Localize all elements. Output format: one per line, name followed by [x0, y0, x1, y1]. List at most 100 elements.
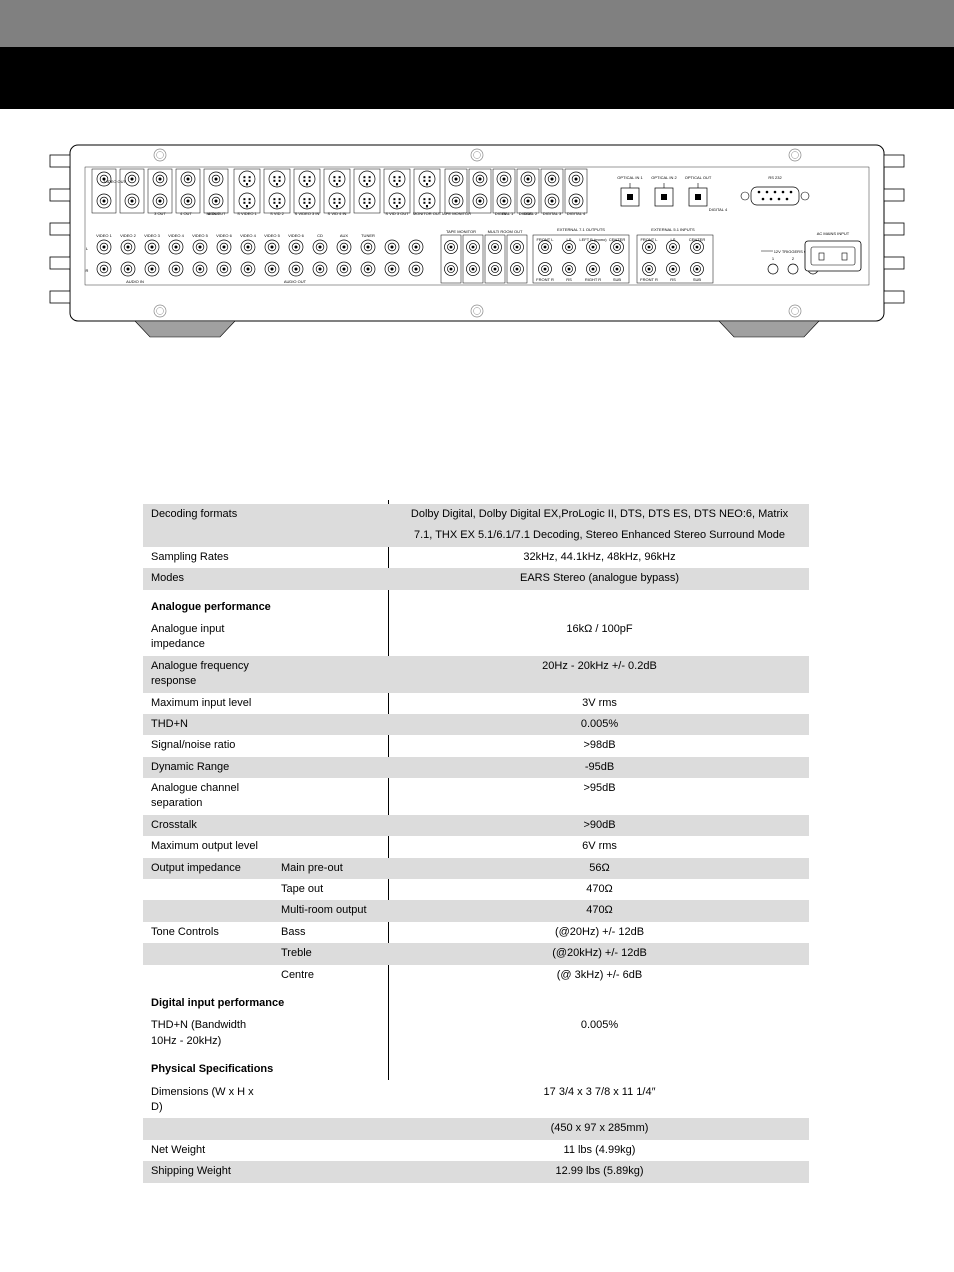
spec-sublabel [273, 714, 388, 735]
svg-text:TUNER: TUNER [361, 233, 375, 238]
spec-label [143, 525, 273, 546]
spec-row: 7.1, THX EX 5.1/6.1/7.1 Decoding, Stereo… [143, 525, 809, 546]
svg-text:VIDEO 3: VIDEO 3 [144, 233, 161, 238]
spec-value: EARS Stereo (analogue bypass) [388, 568, 809, 589]
spec-sublabel: Centre [273, 965, 388, 986]
svg-text:OPTICAL OUT: OPTICAL OUT [685, 175, 712, 180]
svg-text:VIDEO 5: VIDEO 5 [192, 233, 209, 238]
spec-label [143, 900, 273, 921]
svg-text:EXTERNAL 5.1 INPUTS: EXTERNAL 5.1 INPUTS [651, 227, 695, 232]
spec-label: Tone Controls [143, 922, 273, 943]
spec-sublabel [273, 735, 388, 756]
svg-text:LEFT B (mono): LEFT B (mono) [579, 237, 607, 242]
spec-label: Dynamic Range [143, 757, 273, 778]
spec-sublabel: Bass [273, 922, 388, 943]
spec-value: 32kHz, 44.1kHz, 48kHz, 96kHz [388, 547, 809, 568]
spec-label: Analogue channel separation [143, 778, 273, 815]
spec-sublabel [273, 504, 388, 525]
svg-text:MONITOR OUT: MONITOR OUT [413, 211, 442, 216]
spec-sublabel [273, 568, 388, 589]
spec-label: Output impedance [143, 858, 273, 879]
svg-text:LS: LS [671, 237, 676, 242]
spec-row: Dynamic Range -95dB [143, 757, 809, 778]
spec-value: (@ 3kHz) +/- 6dB [388, 965, 809, 986]
spec-section-header: Analogue performance [143, 590, 809, 619]
spec-label: Decoding formats [143, 504, 273, 525]
header-black-bar [0, 47, 954, 109]
svg-text:DIGITAL 2: DIGITAL 2 [519, 211, 538, 216]
svg-text:RIGHT R: RIGHT R [585, 277, 601, 282]
rear-panel-diagram-wrap: VIDEO OUT4 OUT6 OUT3 OUTMON OUTS VIDEO 1… [0, 109, 954, 369]
svg-text:LS: LS [567, 237, 572, 242]
spec-sublabel [273, 1015, 388, 1052]
spec-label: Sampling Rates [143, 547, 273, 568]
spec-label: Analogue input impedance [143, 619, 273, 656]
spec-label: Signal/noise ratio [143, 735, 273, 756]
spec-sublabel: Treble [273, 943, 388, 964]
spec-label: THD+N [143, 714, 273, 735]
spec-sublabel: Tape out [273, 879, 388, 900]
spec-value: (@20kHz) +/- 12dB [388, 943, 809, 964]
spec-sublabel [273, 1140, 388, 1161]
spec-row: Analogue frequency response20Hz - 20kHz … [143, 656, 809, 693]
spec-row: Analogue channel separation >95dB [143, 778, 809, 815]
spec-label: Dimensions (W x H x D) [143, 1082, 273, 1119]
spec-row: Multi-room output470Ω [143, 900, 809, 921]
spec-sublabel [273, 693, 388, 714]
svg-text:R: R [86, 268, 89, 273]
spec-row: Maximum input level3V rms [143, 693, 809, 714]
spec-row: Digital input performance [143, 986, 809, 1015]
svg-text:VIDEO 1: VIDEO 1 [96, 233, 113, 238]
svg-text:OPTICAL IN 2: OPTICAL IN 2 [651, 175, 677, 180]
svg-text:DIGITAL 4: DIGITAL 4 [709, 207, 728, 212]
spec-row: Crosstalk >90dB [143, 815, 809, 836]
spec-sublabel [273, 656, 388, 693]
svg-text:MON OUT: MON OUT [207, 211, 226, 216]
spec-label: Maximum input level [143, 693, 273, 714]
svg-text:VIDEO 2: VIDEO 2 [120, 233, 137, 238]
spec-value: (@20Hz) +/- 12dB [388, 922, 809, 943]
spec-sublabel: Main pre-out [273, 858, 388, 879]
spec-value: 7.1, THX EX 5.1/6.1/7.1 Decoding, Stereo… [388, 525, 809, 546]
spec-sublabel [273, 1161, 388, 1182]
spec-label: Crosstalk [143, 815, 273, 836]
spec-sublabel [273, 1118, 388, 1139]
spec-value: >90dB [388, 815, 809, 836]
spec-row: Analogue performance [143, 590, 809, 619]
spec-label [143, 965, 273, 986]
svg-text:TAPE MONITOR: TAPE MONITOR [441, 211, 471, 216]
spec-label: Analogue frequency response [143, 656, 273, 693]
svg-text:CENTER: CENTER [689, 237, 706, 242]
spec-table: Decoding formatsDolby Digital, Dolby Dig… [143, 504, 809, 1183]
spec-section-header: Digital input performance [143, 986, 809, 1015]
svg-text:DIGITAL 1: DIGITAL 1 [495, 211, 514, 216]
spec-value: (450 x 97 x 285mm) [388, 1118, 809, 1139]
svg-text:SUB: SUB [693, 277, 702, 282]
svg-text:FRONT L: FRONT L [536, 237, 554, 242]
rear-panel-diagram: VIDEO OUT4 OUT6 OUT3 OUTMON OUTS VIDEO 1… [45, 139, 909, 369]
svg-text:TAPE MONITOR: TAPE MONITOR [446, 229, 476, 234]
svg-text:CENTER: CENTER [609, 237, 626, 242]
spec-row: Net Weight 11 lbs (4.99kg) [143, 1140, 809, 1161]
header-grey-bar [0, 0, 954, 47]
spec-value: 470Ω [388, 900, 809, 921]
svg-text:FRONT R: FRONT R [536, 277, 554, 282]
svg-text:S VIDEO 1: S VIDEO 1 [237, 211, 257, 216]
spec-label [143, 943, 273, 964]
svg-text:AUDIO IN: AUDIO IN [126, 279, 144, 284]
spec-value: -95dB [388, 757, 809, 778]
spec-sublabel [273, 1082, 388, 1119]
svg-text:VIDEO OUT: VIDEO OUT [104, 179, 127, 184]
spec-row: Tone ControlsBass(@20Hz) +/- 12dB [143, 922, 809, 943]
spec-value: >95dB [388, 778, 809, 815]
spec-row: Dimensions (W x H x D)17 3/4 x 3 7/8 x 1… [143, 1082, 809, 1119]
spec-sublabel [273, 778, 388, 815]
svg-text:AUX: AUX [340, 233, 349, 238]
spec-value: 11 lbs (4.99kg) [388, 1140, 809, 1161]
spec-label: Net Weight [143, 1140, 273, 1161]
spec-row: ModesEARS Stereo (analogue bypass) [143, 568, 809, 589]
svg-text:RS: RS [566, 277, 572, 282]
spec-row: Maximum output level6V rms [143, 836, 809, 857]
spec-sublabel [273, 547, 388, 568]
svg-text:CD: CD [317, 233, 323, 238]
